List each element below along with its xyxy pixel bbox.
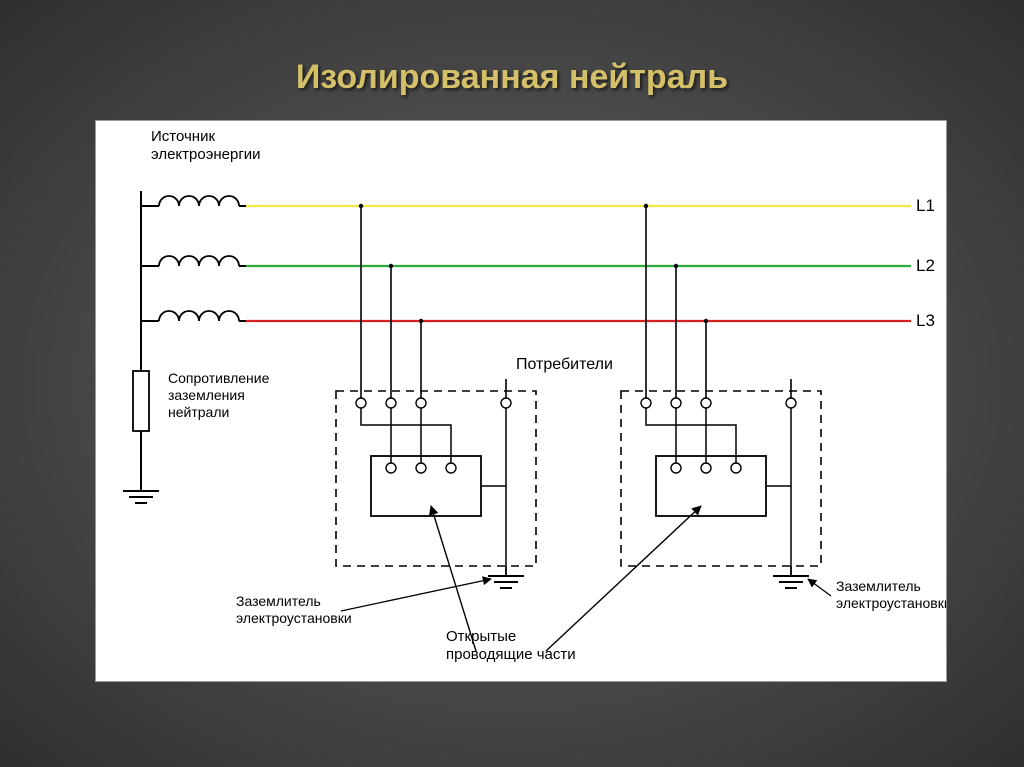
svg-text:заземления: заземления — [168, 387, 245, 403]
svg-text:проводящие части: проводящие части — [446, 646, 576, 663]
svg-text:электроэнергии: электроэнергии — [151, 146, 261, 163]
svg-text:L2: L2 — [916, 256, 935, 275]
diagram-container: Источникэлектроэнергии L1 L2 L3 Сопротивлени… — [95, 120, 947, 682]
svg-text:Заземлитель: Заземлитель — [236, 593, 321, 609]
svg-text:L3: L3 — [916, 311, 935, 330]
slide-title: Изолированная нейтраль — [0, 58, 1024, 97]
schematic-svg: Источникэлектроэнергии L1 L2 L3 Сопротивлени… — [96, 121, 946, 681]
svg-text:L1: L1 — [916, 196, 935, 215]
slide: Изолированная нейтраль Источникэлектроэн… — [0, 0, 1024, 767]
svg-text:электроустановки: электроустановки — [836, 595, 946, 611]
svg-text:электроустановки: электроустановки — [236, 610, 352, 626]
svg-text:Источник: Источник — [151, 128, 215, 145]
svg-text:Сопротивление: Сопротивление — [168, 370, 270, 386]
svg-text:Заземлитель: Заземлитель — [836, 578, 921, 594]
svg-text:Открытые: Открытые — [446, 628, 516, 645]
svg-text:нейтрали: нейтрали — [168, 404, 229, 420]
svg-text:Потребители: Потребители — [516, 356, 613, 373]
